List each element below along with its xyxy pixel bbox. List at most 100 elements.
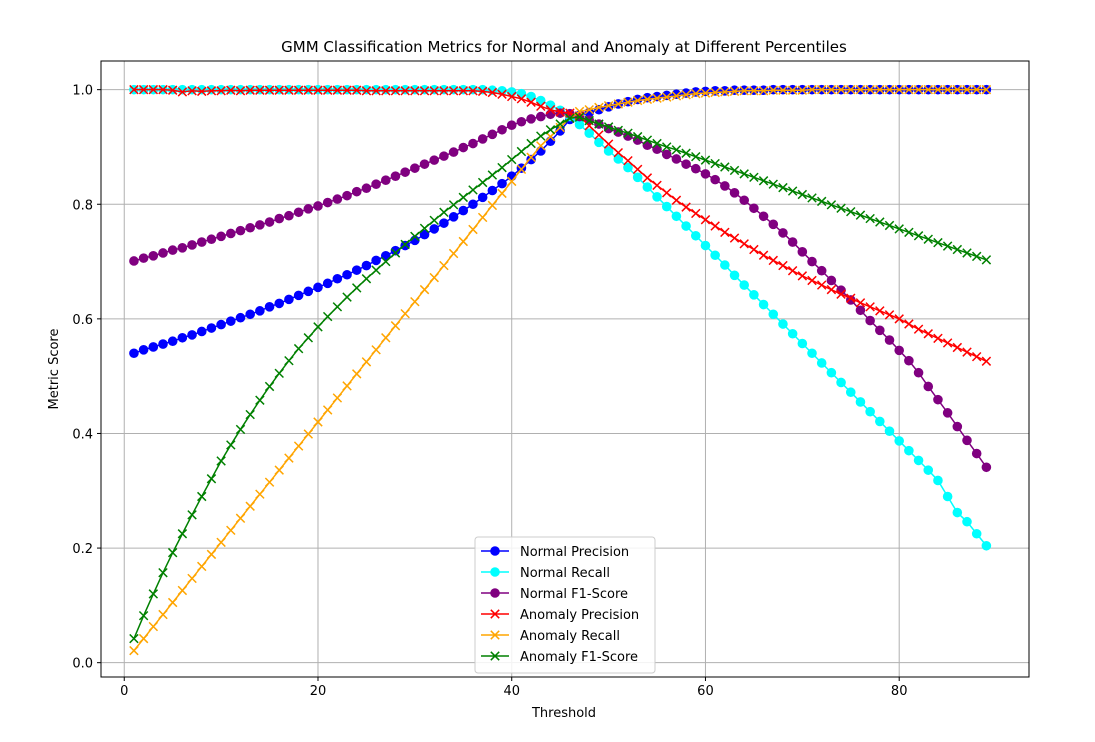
data-point-normal-f1-score — [681, 159, 691, 169]
data-point-normal-f1-score — [196, 237, 207, 247]
data-point-normal-recall — [216, 84, 226, 95]
data-point-normal-f1-score — [458, 142, 469, 153]
data-point-anomaly-recall — [942, 84, 953, 95]
data-point-anomaly-f1-score — [197, 491, 207, 502]
data-point-anomaly-f1-score — [904, 227, 914, 238]
data-point-normal-recall — [981, 540, 992, 551]
data-point-anomaly-recall — [458, 236, 469, 247]
data-point-normal-f1-score — [758, 211, 769, 222]
x-tick-label: 0 — [120, 684, 128, 699]
legend-label: Anomaly Recall — [520, 629, 620, 644]
data-point-anomaly-precision — [487, 87, 498, 98]
data-point-anomaly-precision — [167, 85, 178, 95]
data-point-anomaly-precision — [313, 85, 323, 95]
data-point-normal-precision — [477, 192, 488, 203]
data-point-anomaly-recall — [875, 84, 885, 95]
data-point-anomaly-precision — [700, 214, 711, 225]
data-point-normal-f1-score — [875, 325, 885, 336]
data-point-normal-f1-score — [913, 367, 924, 378]
data-point-normal-recall — [468, 84, 478, 95]
data-point-anomaly-recall — [303, 429, 314, 439]
data-point-anomaly-precision — [419, 86, 430, 96]
axis-ticks: 0 20 40 60 80 0.0 0.2 0.4 0.6 0.8 1.0 — [72, 84, 907, 699]
data-point-anomaly-recall — [768, 85, 778, 95]
data-point-anomaly-recall — [884, 84, 895, 95]
y-tick-label: 0.8 — [72, 198, 93, 213]
data-point-anomaly-f1-score — [826, 200, 837, 210]
data-point-anomaly-recall — [981, 84, 992, 95]
data-point-normal-recall — [807, 348, 817, 359]
data-point-normal-precision — [487, 185, 498, 196]
data-point-normal-f1-score — [506, 120, 517, 130]
data-point-anomaly-precision — [710, 221, 720, 231]
legend-label: Anomaly F1-Score — [520, 650, 638, 665]
data-point-anomaly-recall — [652, 93, 662, 103]
data-point-anomaly-recall — [235, 513, 246, 524]
data-point-anomaly-f1-score — [632, 131, 643, 142]
data-point-normal-precision — [652, 91, 662, 102]
data-point-normal-recall — [526, 91, 536, 102]
data-point-anomaly-f1-score — [661, 142, 672, 152]
data-point-normal-f1-score — [390, 171, 401, 181]
data-point-anomaly-f1-score — [303, 333, 314, 343]
data-point-normal-precision — [371, 255, 381, 266]
data-point-normal-f1-score — [235, 225, 246, 236]
data-point-normal-recall — [671, 211, 682, 222]
data-point-anomaly-f1-score — [584, 115, 594, 126]
data-point-anomaly-recall — [913, 84, 924, 95]
data-point-anomaly-recall — [526, 152, 536, 162]
data-point-normal-f1-score — [477, 134, 488, 144]
data-point-anomaly-precision — [739, 239, 749, 249]
legend-label: Normal F1-Score — [520, 587, 628, 602]
data-point-normal-recall — [797, 338, 808, 349]
data-point-anomaly-recall — [642, 94, 653, 105]
data-point-normal-precision — [700, 86, 711, 97]
data-point-anomaly-f1-score — [855, 210, 866, 220]
data-point-anomaly-recall — [138, 633, 149, 644]
legend-item: Normal F1-Score — [481, 587, 628, 602]
data-point-anomaly-precision — [913, 324, 924, 334]
data-point-anomaly-precision — [506, 91, 517, 102]
data-point-anomaly-precision — [148, 84, 159, 95]
data-point-anomaly-f1-score — [332, 302, 343, 312]
data-point-normal-recall — [962, 516, 972, 527]
data-point-anomaly-f1-score — [797, 189, 808, 200]
data-point-normal-precision — [196, 326, 207, 337]
data-point-anomaly-precision — [400, 86, 410, 96]
data-point-anomaly-recall — [293, 441, 304, 451]
data-point-anomaly-precision — [197, 86, 207, 97]
data-point-normal-f1-score — [158, 248, 168, 258]
data-point-anomaly-recall — [700, 88, 711, 98]
data-point-anomaly-precision — [352, 85, 362, 95]
data-point-normal-recall — [448, 84, 459, 95]
legend-label: Normal Precision — [520, 545, 629, 560]
data-point-normal-f1-score — [226, 228, 236, 239]
data-point-normal-f1-score — [206, 234, 217, 245]
data-point-normal-precision — [187, 330, 197, 340]
x-tick-label: 80 — [891, 684, 908, 699]
data-point-normal-f1-score — [690, 163, 701, 174]
data-point-normal-f1-score — [342, 190, 352, 201]
data-point-anomaly-f1-score — [594, 119, 604, 129]
data-point-anomaly-precision — [458, 86, 469, 96]
data-point-anomaly-recall — [613, 99, 624, 109]
data-point-normal-f1-score — [807, 256, 817, 267]
data-point-normal-f1-score — [933, 394, 943, 405]
data-point-anomaly-recall — [284, 453, 294, 463]
plot-frame — [100, 60, 1030, 678]
data-point-anomaly-precision — [264, 85, 275, 95]
data-point-normal-f1-score — [322, 197, 333, 208]
data-point-anomaly-f1-score — [497, 162, 507, 173]
data-point-normal-recall — [826, 367, 837, 378]
data-point-normal-recall — [855, 397, 866, 407]
data-point-anomaly-f1-score — [264, 381, 275, 392]
data-point-normal-f1-score — [129, 256, 139, 266]
data-point-anomaly-precision — [274, 85, 284, 95]
series-line-normal-f1-score — [133, 112, 987, 468]
data-point-normal-recall — [477, 84, 488, 95]
data-point-anomaly-precision — [216, 86, 226, 96]
data-point-normal-recall — [904, 445, 914, 456]
data-point-anomaly-f1-score — [216, 456, 226, 466]
data-point-normal-recall — [594, 137, 604, 148]
legend-item: Normal Recall — [481, 566, 610, 581]
